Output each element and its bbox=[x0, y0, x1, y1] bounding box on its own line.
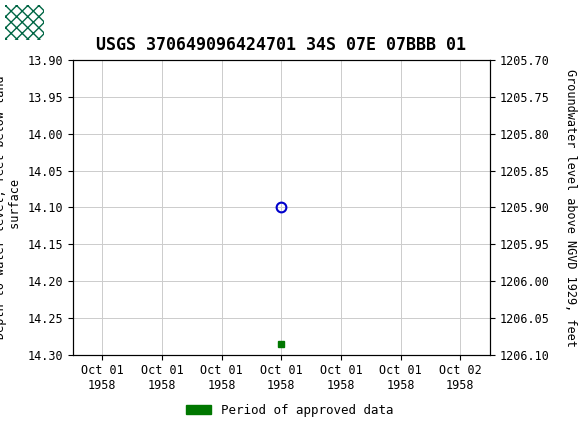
Title: USGS 370649096424701 34S 07E 07BBB 01: USGS 370649096424701 34S 07E 07BBB 01 bbox=[96, 37, 466, 55]
Legend: Period of approved data: Period of approved data bbox=[181, 399, 399, 421]
Bar bbox=[5, 6, 44, 40]
Y-axis label: Depth to water level, feet below land
 surface: Depth to water level, feet below land su… bbox=[0, 76, 21, 339]
Bar bbox=[5, 6, 44, 40]
Text: USGS: USGS bbox=[49, 14, 104, 31]
Y-axis label: Groundwater level above NGVD 1929, feet: Groundwater level above NGVD 1929, feet bbox=[564, 68, 577, 347]
